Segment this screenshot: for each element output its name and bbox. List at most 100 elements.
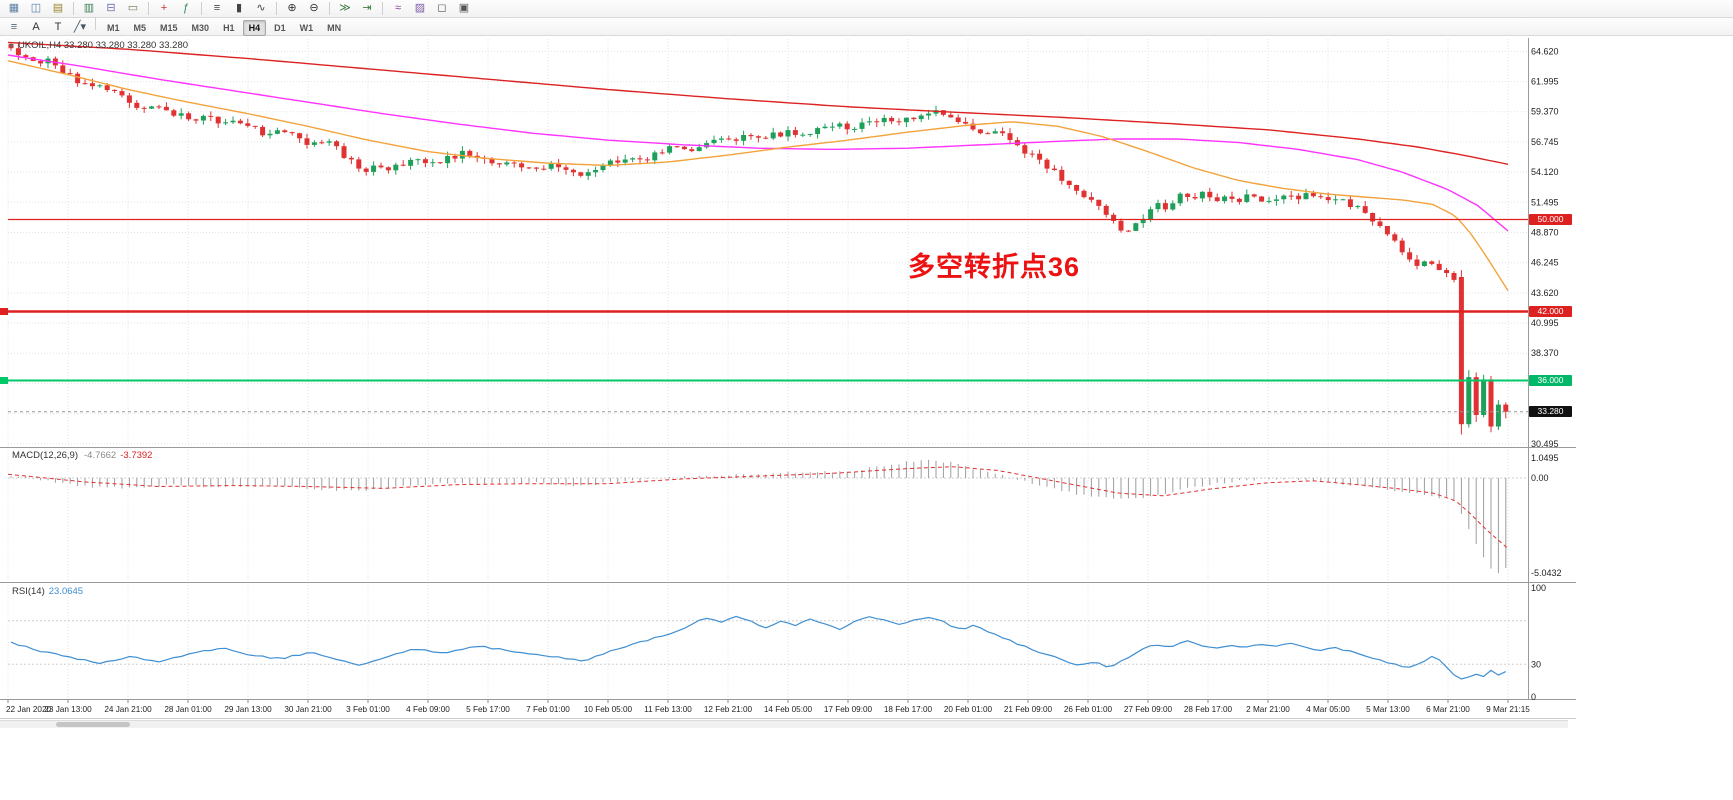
objects-list-icon[interactable]: ≡ [10,21,18,33]
toolbar-separator [148,2,149,15]
macd-signal-value: -3.7392 [120,450,153,461]
timeframe-m5[interactable]: M5 [133,22,147,33]
svg-text:0.00: 0.00 [1531,473,1549,483]
svg-text:54.120: 54.120 [1531,167,1559,177]
svg-text:30.495: 30.495 [1531,439,1559,449]
zoom-out-icon[interactable]: ⊖ [309,2,319,14]
market-watch-icon[interactable]: ▥ [83,2,95,14]
svg-text:18 Feb 17:00: 18 Feb 17:00 [884,705,933,714]
rsi-title-text: RSI(14) [12,586,45,597]
svg-text:21 Feb 09:00: 21 Feb 09:00 [1004,705,1053,714]
macd-main-value: -4.7662 [84,450,117,461]
svg-text:40.995: 40.995 [1531,318,1559,328]
text-tool-button[interactable]: T [54,21,62,33]
svg-text:20 Feb 01:00: 20 Feb 01:00 [944,705,993,714]
hline-left-handle [0,377,8,384]
horizontal-scrollbar[interactable] [0,720,1568,728]
toolbar-separator [73,2,74,15]
chart-canvas[interactable]: 64.620 61.995 59.370 56.745 54.120 51.495 48.8… [0,37,1576,727]
chart-annotation-text[interactable]: 多空转折点36 [908,252,1081,282]
price-axis: 64.620 61.995 59.370 56.745 54.120 51.495 48.8… [1531,46,1562,702]
svg-text:3 Feb 01:00: 3 Feb 01:00 [346,705,390,714]
quick-trade-arrow-icon[interactable]: ▼ [8,43,15,50]
macd-title-text: MACD(12,26,9) [12,450,78,461]
timeframe-h4[interactable]: H4 [242,19,267,36]
full-screen-icon[interactable]: ◻ [437,2,447,14]
text-label-button[interactable]: A [32,21,40,33]
timeframe-mn[interactable]: MN [327,22,342,33]
timeframe-w1[interactable]: W1 [299,22,314,33]
macd-label: MACD(12,26,9) -4.7662 -3.7392 [12,450,152,461]
indicators-icon[interactable]: ≈ [394,2,402,14]
svg-text:23 Jan 13:00: 23 Jan 13:00 [44,705,92,714]
rsi-value: 23.0645 [48,586,84,597]
rsi-label: RSI(14) 23.0645 [12,586,83,597]
svg-text:59.370: 59.370 [1531,107,1559,117]
symbol-ohlc-text: UKOIL,H4 33.280 33.280 33.280 33.280 [17,40,189,51]
toolbar-separator [201,2,202,15]
svg-text:11 Feb 13:00: 11 Feb 13:00 [644,705,692,714]
toolbar-main: ▦ ◫ ▤ ▥ ⊟ ▭ + ƒ ≡ ▮ ∿ ⊕ ⊖ ≫ ⇥ ≈ ▨ ◻ ▣ [0,0,1733,18]
svg-text:-5.0432: -5.0432 [1531,568,1562,578]
print-icon[interactable]: ▣ [458,2,470,14]
svg-text:9 Mar 21:15: 9 Mar 21:15 [1486,705,1530,714]
ma-slow-red [7,41,1509,165]
auto-scroll-icon[interactable]: ≫ [339,2,351,14]
macd-histogram [10,459,1507,574]
draw-tools-dropdown[interactable]: ╱▾ [73,21,87,33]
hline-36-badge[interactable]: 36.000 [1529,375,1572,386]
zoom-in-icon[interactable]: ⊕ [287,2,297,14]
svg-text:10 Feb 05:00: 10 Feb 05:00 [584,705,633,714]
hline-42-badge[interactable]: 42.000 [1529,306,1572,317]
svg-text:43.620: 43.620 [1531,288,1559,298]
svg-text:5 Mar 13:00: 5 Mar 13:00 [1366,705,1410,714]
svg-text:2 Mar 21:00: 2 Mar 21:00 [1246,705,1290,714]
svg-text:30: 30 [1531,659,1541,669]
svg-text:0: 0 [1531,692,1536,702]
profiles-icon[interactable]: ▤ [52,2,64,14]
grid [7,39,1528,699]
terminal-icon[interactable]: ▭ [127,2,139,14]
timeframe-m15[interactable]: M15 [160,22,178,33]
line-chart-icon[interactable]: ∿ [256,2,266,14]
autotrading-icon[interactable]: ƒ [182,2,190,14]
chart-shift-icon[interactable]: ⇥ [362,2,372,14]
candlestick-chart-icon[interactable]: ▮ [235,2,243,14]
bid-price-badge: 33.280 [1529,406,1572,417]
svg-text:29 Jan 13:00: 29 Jan 13:00 [224,705,272,714]
timeframe-m1[interactable]: M1 [107,22,120,33]
timeframe-d1[interactable]: D1 [274,22,286,33]
new-order-icon[interactable]: + [160,2,168,14]
svg-text:46.245: 46.245 [1531,258,1559,268]
templates-icon[interactable]: ▨ [414,2,426,14]
svg-text:14 Feb 05:00: 14 Feb 05:00 [764,705,813,714]
svg-text:1.0495: 1.0495 [1531,453,1559,463]
scrollbar-thumb[interactable] [56,722,130,727]
navigator-icon[interactable]: ⊟ [106,2,116,14]
toolbar-separator [329,2,330,15]
candles [8,42,1509,435]
toolbar-separator [276,2,277,15]
svg-text:12 Feb 21:00: 12 Feb 21:00 [704,705,753,714]
chart-area[interactable]: 64.620 61.995 59.370 56.745 54.120 51.495 48.8… [0,37,1576,728]
chart-window-icon[interactable]: ◫ [30,2,42,14]
svg-text:17 Feb 09:00: 17 Feb 09:00 [824,705,873,714]
hline-left-handle [0,308,8,315]
timeframe-group: M1 M5 M15 M30 H1 H4 D1 W1 MN [100,18,348,36]
macd-signal-line [7,466,1509,549]
svg-text:24 Jan 21:00: 24 Jan 21:00 [104,705,152,714]
svg-text:30 Jan 21:00: 30 Jan 21:00 [284,705,332,714]
draw-tools-group: ≡ A T ╱▾ [3,17,100,36]
svg-text:7 Feb 01:00: 7 Feb 01:00 [526,705,570,714]
ma-mid-magenta [7,54,1509,232]
svg-text:28 Feb 17:00: 28 Feb 17:00 [1184,705,1233,714]
menu-grid-icon[interactable]: ▦ [8,2,20,14]
timeframe-h1[interactable]: H1 [223,22,235,33]
toolbar-timeframes: ≡ A T ╱▾ M1 M5 M15 M30 H1 H4 D1 W1 MN [0,17,1733,36]
hline-50-badge[interactable]: 50.000 [1529,214,1572,225]
symbol-ohlc-overlay: ▼ UKOIL,H4 33.280 33.280 33.280 33.280 [8,40,188,51]
bar-chart-icon[interactable]: ≡ [213,2,221,14]
timeframe-m30[interactable]: M30 [191,22,210,33]
